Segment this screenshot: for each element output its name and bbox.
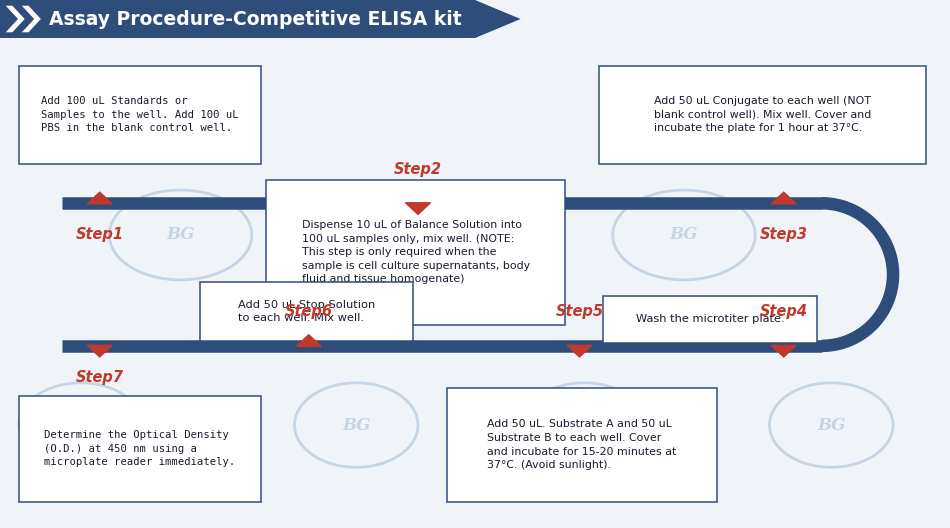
- FancyBboxPatch shape: [200, 282, 413, 341]
- Text: Wash the microtiter plate.: Wash the microtiter plate.: [636, 315, 785, 324]
- Text: Step1: Step1: [76, 227, 124, 242]
- Text: Dispense 10 uL of Balance Solution into
100 uL samples only, mix well. (NOTE:
Th: Dispense 10 uL of Balance Solution into …: [301, 220, 530, 284]
- Text: Add 100 uL Standards or
Samples to the well. Add 100 uL
PBS in the blank control: Add 100 uL Standards or Samples to the w…: [41, 96, 239, 134]
- Polygon shape: [296, 335, 321, 346]
- Text: BG: BG: [399, 227, 428, 243]
- Text: Determine the Optical Density
(O.D.) at 450 nm using a
microplate reader immedia: Determine the Optical Density (O.D.) at …: [45, 430, 236, 467]
- FancyBboxPatch shape: [19, 66, 261, 164]
- Text: Add 50 uL Conjugate to each well (NOT
blank control well). Mix well. Cover and
i: Add 50 uL Conjugate to each well (NOT bl…: [654, 96, 871, 134]
- FancyBboxPatch shape: [598, 66, 926, 164]
- FancyBboxPatch shape: [603, 296, 817, 343]
- Text: BG: BG: [570, 417, 598, 433]
- Text: Add 50 uL. Substrate A and 50 uL
Substrate B to each well. Cover
and incubate fo: Add 50 uL. Substrate A and 50 uL Substra…: [487, 419, 676, 470]
- Text: BG: BG: [817, 417, 846, 433]
- Text: Step6: Step6: [285, 305, 332, 319]
- Text: Step2: Step2: [394, 162, 442, 177]
- Polygon shape: [87, 345, 112, 357]
- Polygon shape: [771, 345, 796, 357]
- Bar: [0, 0, 475, 38]
- Text: BG: BG: [670, 227, 698, 243]
- Polygon shape: [6, 6, 25, 32]
- Polygon shape: [22, 6, 41, 32]
- Text: Step3: Step3: [760, 227, 807, 242]
- Text: Add 50 uL Stop Solution
to each well. Mix well.: Add 50 uL Stop Solution to each well. Mi…: [238, 300, 375, 323]
- Polygon shape: [567, 345, 592, 357]
- Text: Assay Procedure-Competitive ELISA kit: Assay Procedure-Competitive ELISA kit: [49, 10, 462, 29]
- FancyBboxPatch shape: [19, 396, 261, 502]
- Polygon shape: [406, 203, 430, 214]
- Polygon shape: [87, 192, 112, 204]
- Text: Step4: Step4: [760, 305, 807, 319]
- Polygon shape: [771, 192, 796, 204]
- Text: BG: BG: [166, 227, 195, 243]
- Text: Step5: Step5: [556, 305, 603, 319]
- Polygon shape: [475, 0, 521, 38]
- FancyBboxPatch shape: [266, 180, 565, 325]
- Text: BG: BG: [66, 417, 95, 433]
- FancyBboxPatch shape: [446, 388, 717, 502]
- Text: Step7: Step7: [76, 370, 124, 384]
- Text: BG: BG: [342, 417, 370, 433]
